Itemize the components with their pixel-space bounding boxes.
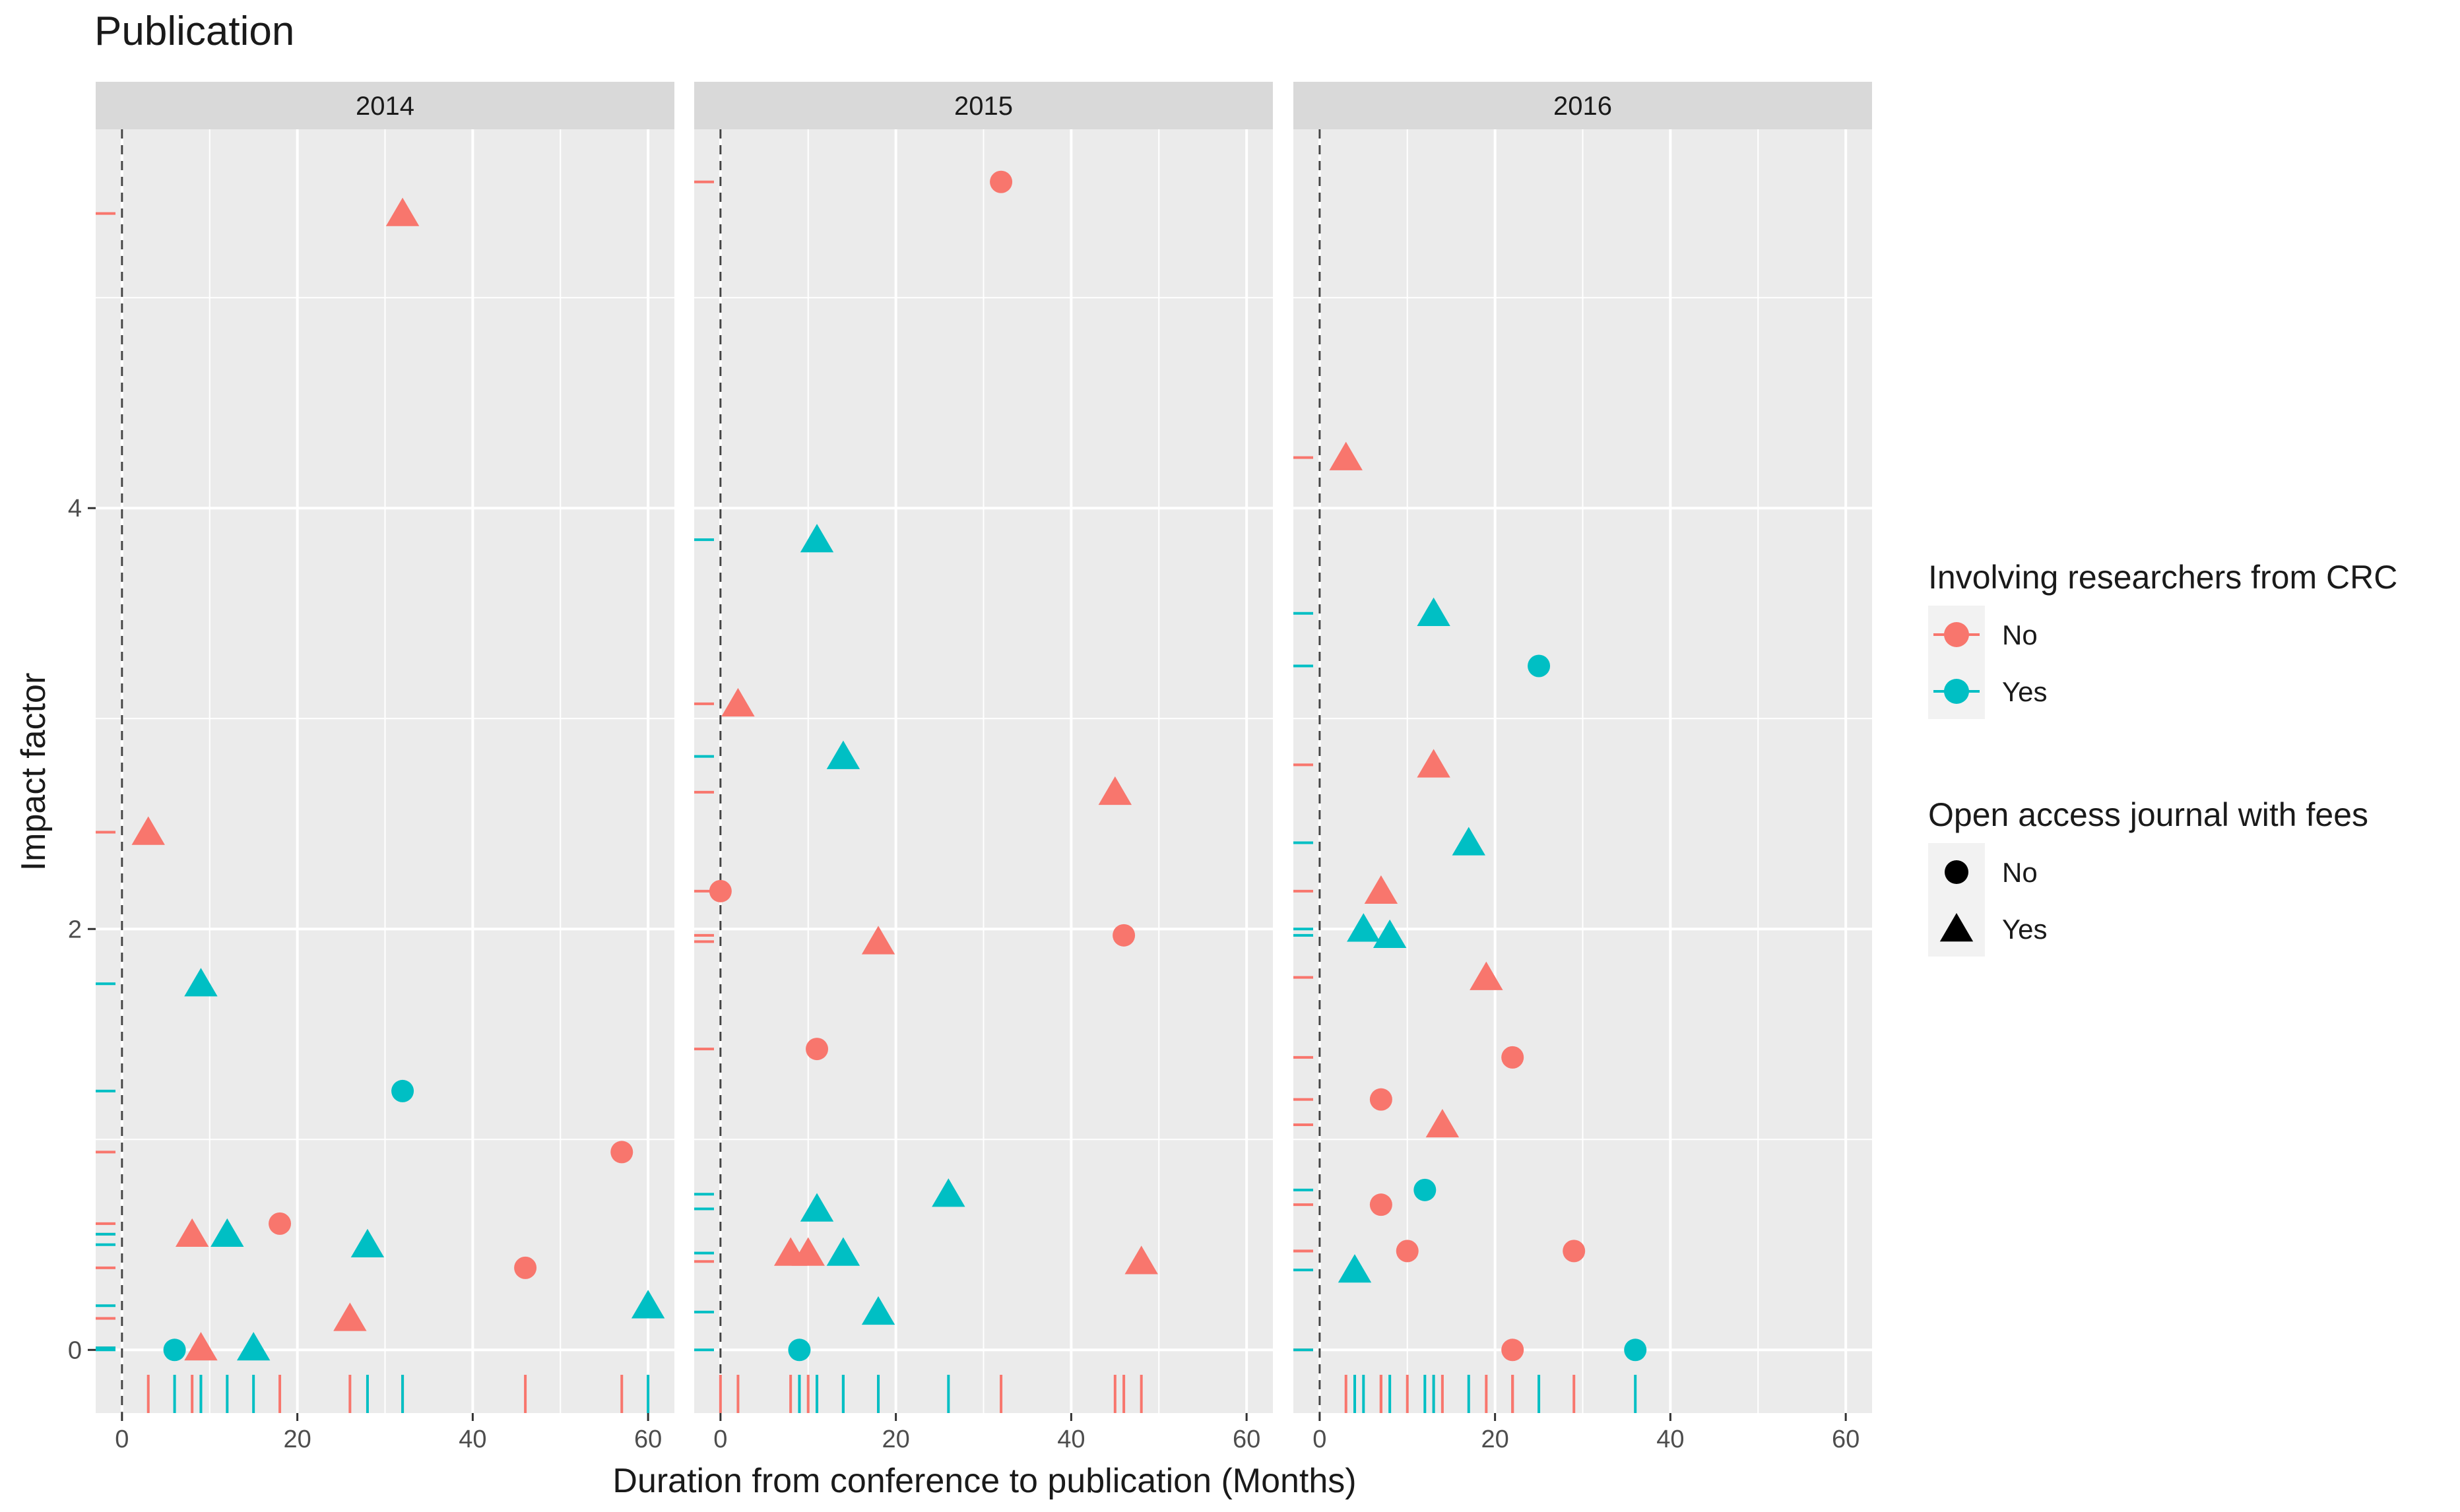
data-point-triangle — [1364, 875, 1398, 904]
data-point-circle — [514, 1256, 537, 1279]
legend-entry-label: Yes — [2002, 676, 2048, 707]
x-tick-label: 20 — [882, 1426, 909, 1453]
data-point-circle — [1396, 1240, 1419, 1263]
legend-title: Involving researchers from CRC — [1928, 559, 2397, 596]
legend-key-circle — [1945, 860, 1968, 884]
x-tick-label: 0 — [115, 1426, 129, 1453]
legend-key-circle — [1944, 679, 1969, 704]
data-point-triangle — [1470, 961, 1503, 990]
data-point-triangle — [1329, 441, 1363, 470]
data-point-circle — [1369, 1193, 1392, 1216]
data-point-triangle — [861, 1296, 895, 1325]
data-point-triangle — [184, 1332, 218, 1361]
data-point-triangle — [236, 1332, 271, 1361]
x-tick-label: 20 — [1481, 1426, 1508, 1453]
x-tick-label: 20 — [283, 1426, 311, 1453]
data-point-triangle — [1347, 913, 1380, 942]
data-point-circle — [1501, 1046, 1524, 1069]
data-point-triangle — [800, 1193, 834, 1222]
data-point-circle — [163, 1339, 186, 1362]
legend-key-circle — [1944, 622, 1969, 647]
data-point-circle — [806, 1038, 829, 1061]
data-point-triangle — [826, 1237, 860, 1266]
data-point-circle — [1528, 654, 1551, 677]
data-point-circle — [1413, 1178, 1437, 1201]
facet-strip-label: 2016 — [1553, 92, 1612, 121]
data-point-triangle — [385, 197, 420, 226]
data-point-triangle — [1452, 827, 1485, 856]
facet-strip — [96, 82, 674, 129]
x-tick-label: 60 — [634, 1426, 662, 1453]
x-tick-label: 40 — [1656, 1426, 1684, 1453]
data-point-circle — [1563, 1240, 1586, 1263]
data-point-circle — [709, 879, 732, 902]
data-point-triangle — [210, 1218, 244, 1247]
data-point-circle — [788, 1339, 811, 1362]
y-axis-label: Impact factor — [15, 673, 53, 871]
data-point-triangle — [1417, 597, 1450, 626]
legend-entry-label: Yes — [2002, 914, 2048, 945]
y-tick-label: 4 — [68, 495, 82, 522]
legend-entry-label: No — [2002, 619, 2038, 650]
chart-title: Publication — [94, 9, 294, 54]
data-point-triangle — [1124, 1245, 1158, 1275]
data-point-triangle — [791, 1237, 825, 1266]
data-point-triangle — [1425, 1108, 1460, 1138]
data-point-triangle — [1338, 1254, 1372, 1283]
facet-strip — [1293, 82, 1872, 129]
data-point-triangle — [333, 1302, 367, 1331]
legend-title: Open access journal with fees — [1928, 796, 2368, 833]
facet-panels: 0 2 4 2014 0 20 40 60 2015 0 20 40 60 2016 0 20 40 60 — [68, 82, 1872, 1453]
data-point-circle — [1624, 1339, 1647, 1362]
data-point-triangle — [826, 740, 860, 769]
data-point-triangle — [350, 1228, 385, 1257]
data-point-triangle — [861, 926, 895, 955]
x-tick-label: 0 — [1312, 1426, 1326, 1453]
data-point-circle — [391, 1079, 414, 1102]
data-point-circle — [269, 1212, 292, 1235]
x-tick-label: 60 — [1832, 1426, 1860, 1453]
x-axis-label: Duration from conference to publication … — [612, 1462, 1356, 1500]
data-point-triangle — [131, 816, 165, 845]
data-point-triangle — [184, 968, 218, 997]
data-point-circle — [1501, 1339, 1524, 1362]
data-point-circle — [1113, 924, 1136, 947]
y-tick-label: 2 — [68, 916, 82, 943]
y-tick-label: 0 — [68, 1337, 82, 1364]
facet-2016: 2016 0 20 40 60 — [1293, 82, 1872, 1453]
x-tick-label: 0 — [713, 1426, 727, 1453]
legend-area: Involving researchers from CRCNoYesOpen … — [1928, 559, 2397, 957]
data-point-triangle — [175, 1218, 209, 1247]
legend-key-triangle — [1939, 913, 1974, 942]
x-tick-label: 40 — [459, 1426, 486, 1453]
data-point-circle — [990, 170, 1013, 193]
facet-2014: 2014 0 20 40 60 — [96, 82, 674, 1453]
facet-strip-label: 2015 — [954, 92, 1013, 121]
data-point-circle — [610, 1141, 633, 1164]
facet-2015: 2015 0 20 40 60 — [694, 82, 1273, 1453]
data-point-circle — [1369, 1088, 1392, 1111]
data-point-triangle — [1098, 776, 1132, 805]
facet-strip-label: 2014 — [356, 92, 414, 121]
data-point-triangle — [932, 1178, 965, 1207]
legend-open-access: Open access journal with fees No Yes — [1928, 796, 2368, 957]
legend-entry-label: No — [2002, 857, 2038, 888]
data-point-triangle — [1417, 749, 1450, 778]
x-tick-label: 40 — [1057, 1426, 1085, 1453]
x-tick-label: 60 — [1233, 1426, 1260, 1453]
facet-strip — [694, 82, 1273, 129]
data-point-triangle — [1373, 919, 1407, 949]
data-point-triangle — [800, 524, 834, 553]
data-point-triangle — [721, 687, 755, 717]
legend-crc: Involving researchers from CRC No Yes — [1928, 559, 2397, 719]
data-point-triangle — [631, 1290, 665, 1319]
